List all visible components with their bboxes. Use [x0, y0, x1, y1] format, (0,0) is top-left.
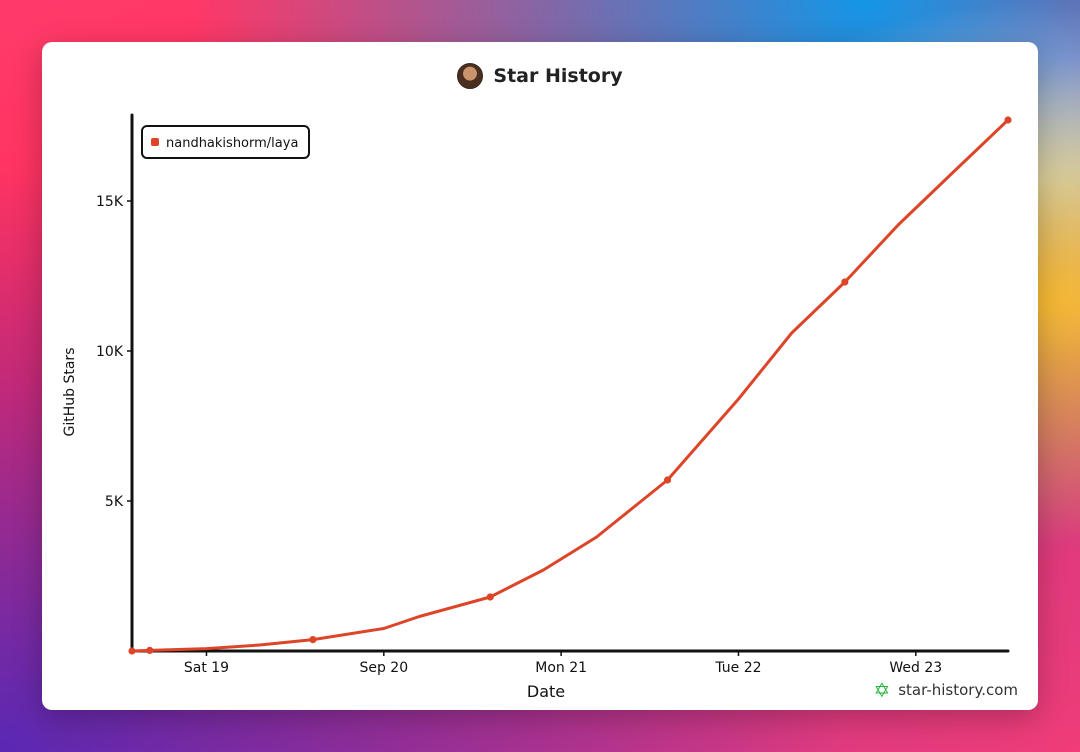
series-layer	[128, 116, 1012, 655]
chart-card: Star History Sat 19 Sep 20 Mon 21 Tue 22 Wed…	[42, 42, 1038, 710]
y-axis-label: GitHub Stars	[62, 348, 78, 437]
x-axis-label: Date	[527, 682, 565, 701]
chart-title: Star History	[493, 65, 623, 87]
data-point	[128, 647, 136, 655]
data-point	[146, 646, 154, 655]
series-line	[130, 118, 1010, 653]
watermark[interactable]: ✡ star-history.com	[873, 680, 1018, 700]
x-tick-label: Mon 21	[535, 660, 587, 676]
axes	[130, 113, 1010, 653]
avatar	[457, 63, 484, 89]
legend: nandhakishorm/laya	[141, 125, 310, 159]
y-tick-label: 15K	[96, 194, 124, 210]
data-point	[309, 636, 317, 644]
chart-header: Star History	[42, 62, 1038, 90]
data-point	[663, 476, 672, 484]
x-tick-label: Tue 22	[714, 660, 761, 676]
star-history-chart: Sat 19 Sep 20 Mon 21 Tue 22 Wed 23 5K 10K 15K n…	[62, 113, 1012, 701]
legend-box	[141, 125, 310, 159]
x-tick-label: Sep 20	[359, 660, 408, 676]
y-tick-label: 10K	[96, 344, 124, 360]
legend-label: nandhakishorm/laya	[166, 136, 298, 151]
star-logo-icon: ✡	[873, 678, 891, 702]
legend-swatch	[151, 138, 159, 146]
data-point	[1004, 116, 1012, 124]
x-tick-label: Wed 23	[889, 660, 942, 676]
x-tick-label: Sat 19	[184, 660, 229, 676]
data-point	[841, 278, 849, 286]
watermark-text: star-history.com	[898, 681, 1018, 699]
data-point	[486, 593, 494, 601]
ticks: Sat 19 Sep 20 Mon 21 Tue 22 Wed 23 5K 10K 15K	[96, 194, 942, 676]
y-tick-label: 5K	[105, 494, 124, 510]
